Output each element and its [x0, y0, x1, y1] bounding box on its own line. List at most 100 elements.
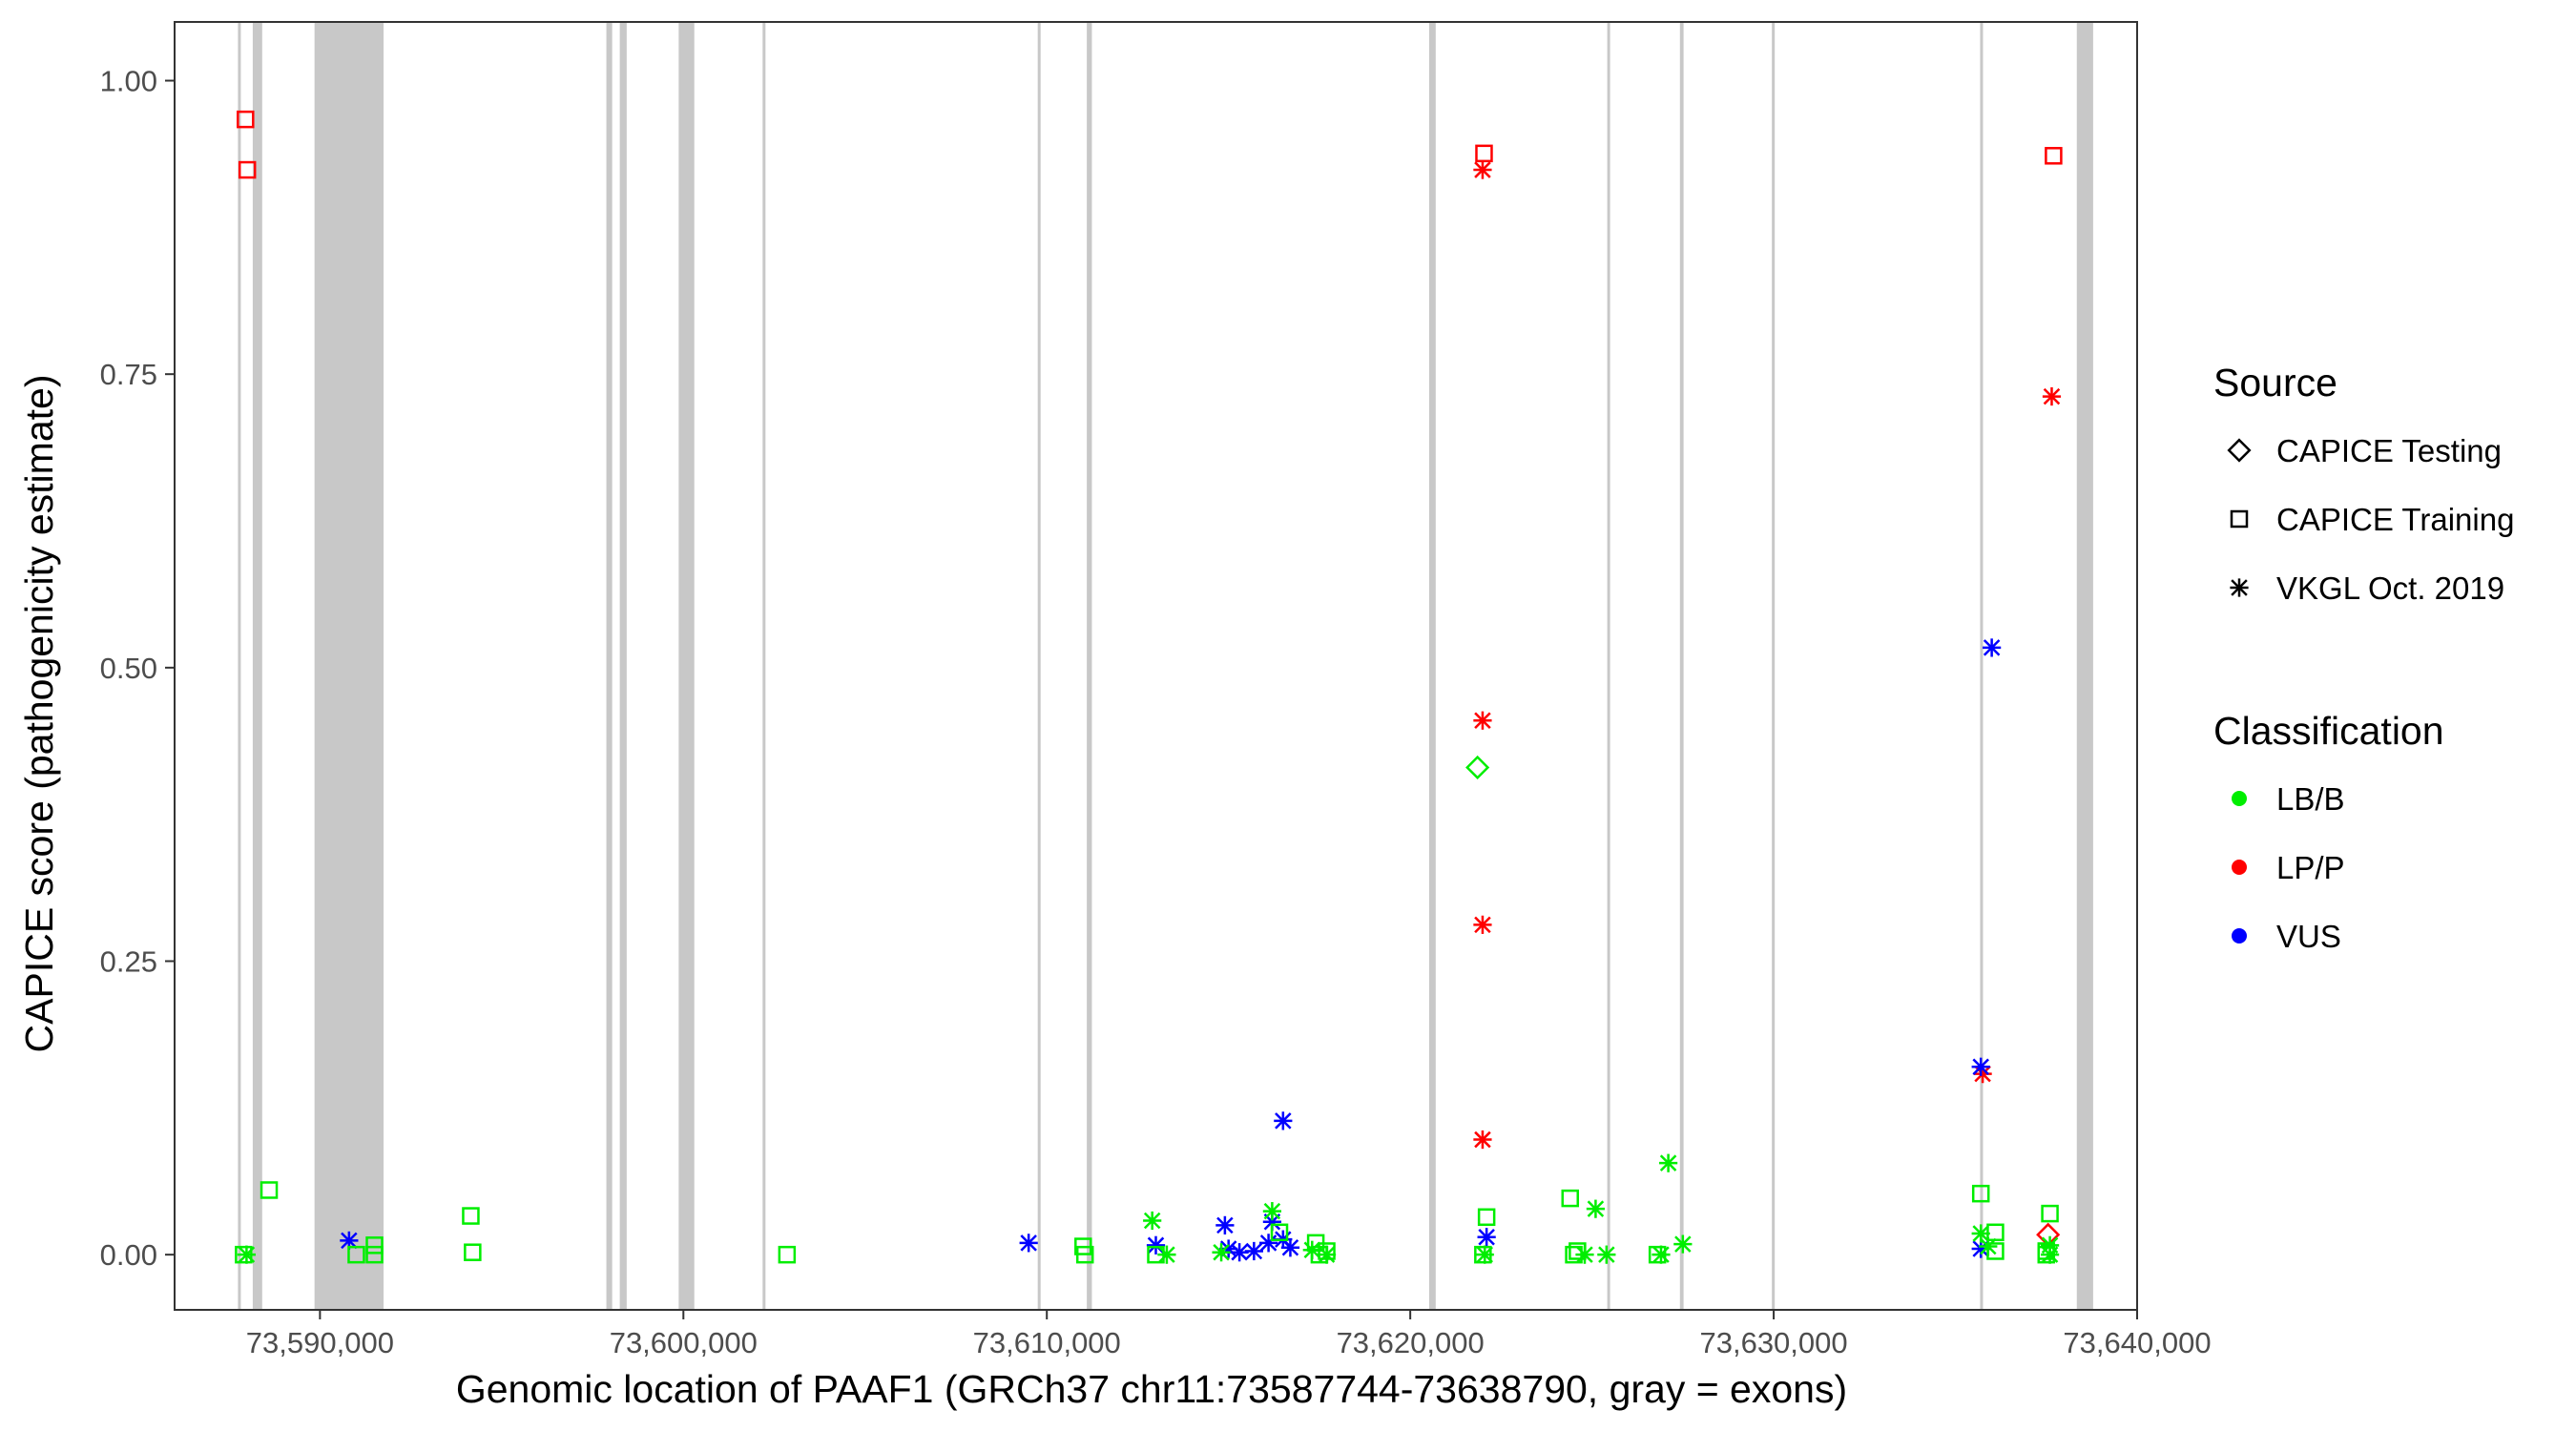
exon-band [678, 22, 695, 1310]
data-point-vkgl-vus [1274, 1111, 1293, 1130]
data-point-vkgl-lbb [1979, 1236, 1998, 1256]
data-point-training-lbb [1561, 1189, 1580, 1208]
data-point-vkgl-vus [1971, 1057, 1990, 1076]
data-point-vkgl-lbb [1143, 1211, 1162, 1231]
exon-band [1037, 22, 1041, 1310]
data-points [235, 110, 2063, 1264]
data-point-vkgl-vus [1983, 638, 2002, 657]
data-point-vkgl-lbb [1597, 1245, 1616, 1264]
data-point-training-lpp [2045, 147, 2063, 165]
legend-key-vus [2232, 928, 2247, 944]
data-point-vkgl-vus [1244, 1241, 1263, 1261]
legend-label-testing: CAPICE Testing [2276, 433, 2502, 468]
exon-band [1679, 22, 1684, 1310]
exon-bands [238, 22, 2093, 1310]
exon-band [1607, 22, 1610, 1310]
data-point-training-lbb [464, 1243, 482, 1261]
data-point-vkgl-vus [1230, 1243, 1249, 1262]
legend-classification-title: Classification [2213, 709, 2444, 753]
data-point-vkgl-vus [1215, 1215, 1235, 1234]
data-point-training-lbb [1270, 1223, 1289, 1242]
exon-band [1428, 22, 1436, 1310]
y-tick-label: 0.25 [100, 945, 157, 979]
data-point-vkgl-lpp [1473, 711, 1492, 730]
data-point-training-lbb [365, 1236, 384, 1255]
data-point-vkgl-lbb [1673, 1234, 1693, 1254]
exon-band [606, 22, 613, 1310]
data-point-training-lbb [1971, 1184, 1990, 1203]
legend-label-vkgl: VKGL Oct. 2019 [2276, 570, 2504, 606]
data-point-vkgl-lbb [237, 1245, 257, 1264]
legend: Source CAPICE Testing CAPICE Training VKGL… [2213, 361, 2514, 954]
data-point-training-lbb [365, 1245, 384, 1264]
legend-label-training: CAPICE Training [2276, 502, 2514, 537]
data-point-vkgl-lbb [1575, 1245, 1594, 1264]
data-point-training-lpp [1475, 144, 1493, 163]
legend-key-lbb [2232, 791, 2247, 806]
legend-label-lbb: LB/B [2276, 781, 2345, 817]
data-point-vkgl-lbb [1652, 1245, 1671, 1264]
legend-key-testing [2227, 438, 2252, 463]
x-tick-label: 73,630,000 [1699, 1326, 1847, 1359]
y-tick-label: 1.00 [100, 65, 157, 98]
y-tick-label: 0.75 [100, 358, 157, 391]
data-point-vkgl-lbb [1262, 1202, 1281, 1221]
legend-label-vus: VUS [2276, 919, 2341, 954]
data-point-vkgl-vus [1477, 1228, 1496, 1247]
data-point-training-lbb [1075, 1245, 1094, 1264]
data-point-training-lbb [347, 1245, 365, 1264]
exon-band [2076, 22, 2093, 1310]
legend-classification-items: LB/B LP/P VUS [2232, 781, 2345, 954]
data-point-vkgl-lbb [1659, 1153, 1678, 1172]
plot-panel [174, 21, 2138, 1311]
exon-band [238, 22, 241, 1310]
x-axis-title: Genomic location of PAAF1 (GRCh37 chr11:… [456, 1367, 1847, 1411]
exon-band [1980, 22, 1984, 1310]
data-point-training-lbb [462, 1207, 480, 1225]
data-point-testing-lbb [1465, 755, 1490, 780]
data-point-vkgl-lbb [2040, 1245, 2060, 1264]
panel-border [174, 21, 2138, 1311]
data-point-vkgl-lpp [1473, 1130, 1492, 1150]
data-point-vkgl-lbb [1157, 1245, 1176, 1264]
exon-band [1087, 22, 1092, 1310]
data-point-training-lpp [237, 110, 255, 129]
data-point-vkgl-lbb [1586, 1199, 1606, 1218]
legend-source-items: CAPICE Testing CAPICE Training VKGL Oct. 2… [2227, 433, 2514, 606]
data-point-vkgl-lbb [1212, 1243, 1231, 1262]
legend-key-vkgl [2230, 578, 2249, 597]
data-point-vkgl-lbb [1302, 1240, 1321, 1259]
exon-band [252, 22, 262, 1310]
data-point-training-lpp [238, 160, 257, 179]
data-point-vkgl-vus [1280, 1238, 1300, 1257]
data-point-training-lbb [2041, 1204, 2059, 1223]
y-axis: 0.00 0.25 0.50 0.75 1.00 [100, 65, 175, 1272]
data-point-vkgl-lbb [1475, 1245, 1494, 1264]
x-tick-label: 73,590,000 [246, 1326, 394, 1359]
panel-background [175, 22, 2137, 1310]
legend-key-training [2230, 509, 2249, 529]
x-tick-label: 73,620,000 [1337, 1326, 1485, 1359]
x-tick-label: 73,600,000 [610, 1326, 758, 1359]
y-tick-label: 0.50 [100, 652, 157, 685]
exon-band [314, 22, 384, 1310]
x-tick-label: 73,610,000 [973, 1326, 1121, 1359]
x-axis: 73,590,000 73,600,000 73,610,000 73,620,000… [246, 1310, 2212, 1359]
exon-band [619, 22, 627, 1310]
data-point-vkgl-vus [1019, 1234, 1038, 1253]
legend-label-lpp: LP/P [2276, 850, 2345, 885]
y-axis-title: CAPICE score (pathogenicity estimate) [17, 375, 61, 1053]
data-point-vkgl-lpp [2042, 386, 2062, 406]
exon-band [1772, 22, 1776, 1310]
x-tick-label: 73,640,000 [2063, 1326, 2211, 1359]
data-point-vkgl-vus [1258, 1234, 1278, 1253]
legend-key-lpp [2232, 860, 2247, 875]
exon-band [762, 22, 766, 1310]
data-point-vkgl-vus [340, 1231, 359, 1250]
legend-source-title: Source [2213, 361, 2337, 404]
data-point-training-lbb [778, 1245, 797, 1264]
data-point-training-lbb [260, 1181, 279, 1199]
y-tick-label: 0.00 [100, 1238, 157, 1272]
data-point-vkgl-lbb [1317, 1245, 1337, 1264]
